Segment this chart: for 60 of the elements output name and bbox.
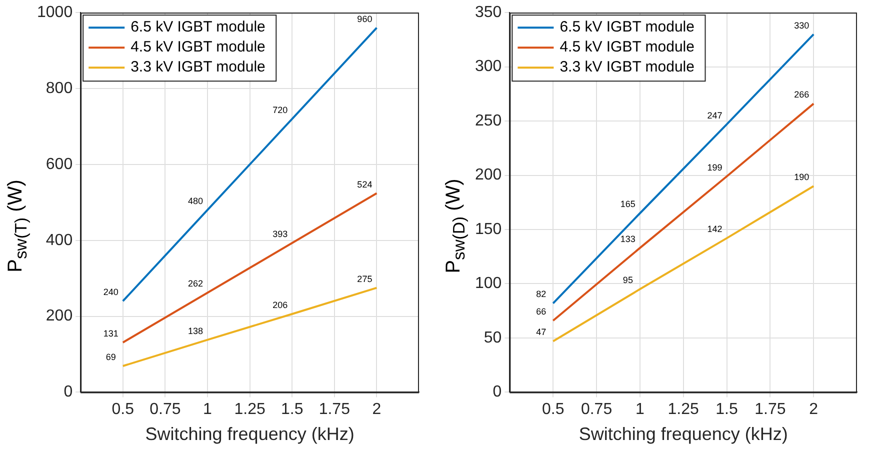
y-tick-label: 0 — [64, 384, 73, 401]
data-label: 247 — [707, 110, 722, 120]
data-label: 190 — [794, 172, 810, 182]
y-tick-label: 150 — [474, 220, 502, 238]
y-tick-label: 350 — [474, 4, 502, 22]
data-label: 199 — [707, 162, 722, 172]
legend-label: 4.5 kV IGBT module — [130, 38, 266, 56]
data-label: 47 — [536, 327, 546, 338]
data-label: 720 — [272, 104, 288, 115]
data-label: 266 — [794, 90, 810, 100]
x-tick-label: 1 — [203, 401, 212, 418]
data-label: 82 — [536, 289, 546, 300]
data-label: 165 — [620, 199, 636, 210]
x-tick-label: 1.25 — [234, 401, 266, 418]
data-label: 206 — [272, 300, 288, 310]
data-label: 262 — [188, 278, 204, 289]
legend-label: 6.5 kV IGBT module — [560, 18, 694, 36]
x-tick-label: 1.25 — [668, 401, 700, 418]
legend-label: 3.3 kV IGBT module — [560, 58, 694, 76]
x-tick-label: 2 — [809, 401, 818, 418]
y-tick-label: 300 — [474, 58, 502, 76]
data-label: 131 — [103, 328, 118, 338]
data-label: 133 — [620, 234, 636, 244]
y-tick-label: 200 — [474, 166, 502, 184]
data-label: 393 — [272, 229, 288, 239]
x-axis-title: Switching frequency (kHz) — [578, 424, 788, 444]
x-tick-label: 1.5 — [716, 401, 738, 418]
data-label: 66 — [536, 306, 546, 317]
y-tick-label: 800 — [46, 80, 73, 97]
x-tick-label: 0.75 — [580, 401, 612, 418]
data-label: 138 — [188, 326, 204, 336]
x-tick-label: 1 — [635, 401, 644, 418]
data-label: 480 — [188, 196, 204, 206]
data-label: 524 — [357, 179, 372, 190]
x-tick-label: 1.75 — [754, 401, 786, 418]
legend-label: 4.5 kV IGBT module — [560, 38, 694, 56]
data-label: 69 — [106, 352, 116, 362]
x-tick-label: 0.75 — [150, 401, 181, 418]
legend-label: 6.5 kV IGBT module — [130, 18, 266, 36]
y-tick-label: 400 — [46, 232, 73, 249]
y-tick-label: 0 — [492, 384, 502, 401]
y-tick-label: 600 — [46, 156, 73, 173]
data-label: 142 — [707, 224, 722, 234]
x-tick-label: 2 — [372, 401, 382, 418]
x-tick-label: 1.75 — [318, 401, 350, 418]
y-tick-label: 200 — [46, 308, 73, 325]
x-tick-label: 1.5 — [280, 401, 304, 418]
data-label: 275 — [357, 274, 372, 284]
y-tick-label: 250 — [474, 112, 502, 130]
data-label: 330 — [794, 20, 810, 30]
y-tick-label: 50 — [484, 329, 502, 346]
data-label: 960 — [357, 14, 372, 24]
x-tick-label: 0.5 — [542, 401, 564, 418]
data-label: 240 — [103, 287, 118, 298]
y-tick-label: 100 — [474, 275, 502, 292]
legend-label: 3.3 kV IGBT module — [130, 58, 266, 76]
x-axis-title: Switching frequency (kHz) — [145, 424, 354, 444]
data-label: 95 — [622, 275, 633, 286]
y-tick-label: 1000 — [37, 4, 73, 22]
x-tick-label: 0.5 — [112, 401, 134, 418]
